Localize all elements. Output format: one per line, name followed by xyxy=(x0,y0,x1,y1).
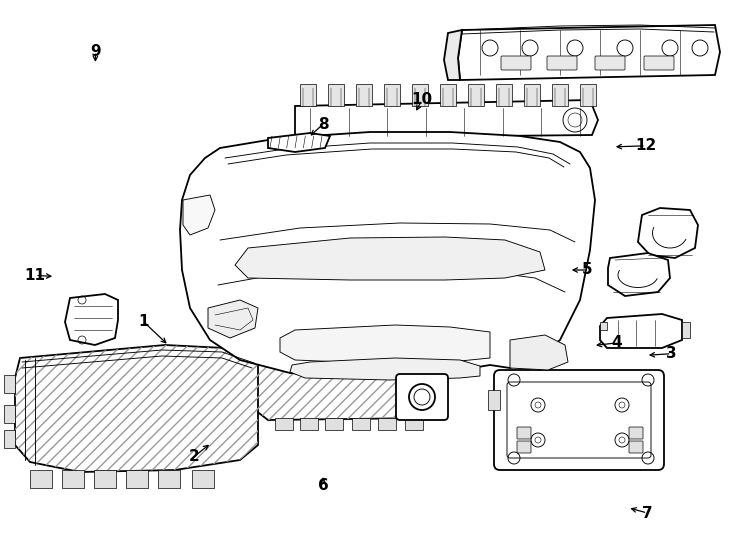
Polygon shape xyxy=(458,25,720,80)
Polygon shape xyxy=(280,338,298,348)
Polygon shape xyxy=(580,84,596,106)
Polygon shape xyxy=(682,322,690,338)
FancyBboxPatch shape xyxy=(494,370,664,470)
Polygon shape xyxy=(328,84,344,106)
Polygon shape xyxy=(300,84,316,106)
Polygon shape xyxy=(275,418,293,430)
Polygon shape xyxy=(208,300,258,338)
Polygon shape xyxy=(158,470,180,488)
Polygon shape xyxy=(384,84,400,106)
FancyBboxPatch shape xyxy=(595,56,625,70)
FancyBboxPatch shape xyxy=(396,374,448,420)
Polygon shape xyxy=(295,100,598,138)
Text: 4: 4 xyxy=(611,335,622,350)
Polygon shape xyxy=(126,470,148,488)
Polygon shape xyxy=(405,418,423,430)
Polygon shape xyxy=(368,338,386,348)
Polygon shape xyxy=(325,418,343,430)
Polygon shape xyxy=(600,322,607,330)
Polygon shape xyxy=(4,430,15,448)
FancyBboxPatch shape xyxy=(629,441,643,453)
Polygon shape xyxy=(378,418,396,430)
Polygon shape xyxy=(94,470,116,488)
FancyBboxPatch shape xyxy=(629,427,643,439)
Polygon shape xyxy=(183,195,215,235)
Text: 3: 3 xyxy=(666,346,677,361)
Polygon shape xyxy=(444,30,462,80)
Text: 1: 1 xyxy=(138,314,148,329)
FancyBboxPatch shape xyxy=(517,427,531,439)
FancyBboxPatch shape xyxy=(644,56,674,70)
Polygon shape xyxy=(290,358,480,380)
Polygon shape xyxy=(235,237,545,280)
Text: 11: 11 xyxy=(25,268,46,283)
Polygon shape xyxy=(440,84,456,106)
Polygon shape xyxy=(608,253,670,296)
Polygon shape xyxy=(255,348,438,420)
Text: 6: 6 xyxy=(318,478,328,494)
Polygon shape xyxy=(65,294,118,345)
Polygon shape xyxy=(352,418,370,430)
Polygon shape xyxy=(338,338,356,348)
Polygon shape xyxy=(510,335,568,370)
Polygon shape xyxy=(4,375,15,393)
Polygon shape xyxy=(524,84,540,106)
Polygon shape xyxy=(300,418,318,430)
Polygon shape xyxy=(638,208,698,258)
Polygon shape xyxy=(4,405,15,423)
Text: 10: 10 xyxy=(412,92,432,107)
Polygon shape xyxy=(192,470,214,488)
Polygon shape xyxy=(30,470,52,488)
Polygon shape xyxy=(280,325,490,364)
Polygon shape xyxy=(488,390,500,410)
Polygon shape xyxy=(600,314,682,348)
Polygon shape xyxy=(62,470,84,488)
FancyBboxPatch shape xyxy=(517,441,531,453)
Polygon shape xyxy=(468,84,484,106)
Text: 7: 7 xyxy=(642,505,653,521)
Polygon shape xyxy=(398,338,416,348)
Polygon shape xyxy=(180,132,595,378)
FancyBboxPatch shape xyxy=(501,56,531,70)
FancyBboxPatch shape xyxy=(547,56,577,70)
Polygon shape xyxy=(422,338,440,348)
Text: 12: 12 xyxy=(636,138,656,153)
Polygon shape xyxy=(552,84,568,106)
Text: 9: 9 xyxy=(90,44,101,59)
Text: 2: 2 xyxy=(189,449,200,464)
Polygon shape xyxy=(496,84,512,106)
Polygon shape xyxy=(15,345,258,472)
Polygon shape xyxy=(412,84,428,106)
Polygon shape xyxy=(268,133,330,152)
Polygon shape xyxy=(356,84,372,106)
Text: 5: 5 xyxy=(582,262,592,278)
Polygon shape xyxy=(308,338,326,348)
Text: 8: 8 xyxy=(318,117,328,132)
